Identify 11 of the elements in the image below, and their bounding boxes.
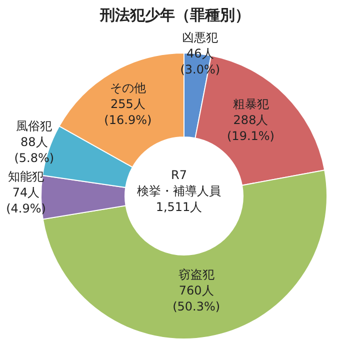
slice-label: 窃盗犯 xyxy=(178,268,214,282)
chart-title: 刑法犯少年（罪種別） xyxy=(98,6,251,25)
slice-label: 粗暴犯 xyxy=(232,96,269,111)
slice-label: 風俗犯 xyxy=(16,118,52,133)
text: R7 検挙・補導人員 1,511人 xyxy=(137,168,221,214)
data-label: 255人 (16.9%) xyxy=(104,96,152,127)
slice-label: 凶悪犯 xyxy=(182,30,218,45)
slice-label: 知能犯 xyxy=(8,169,44,184)
slice-label: その他 xyxy=(110,80,146,95)
data-label: 760人 (50.3%) xyxy=(172,284,220,314)
data-label: 288人 (19.1%) xyxy=(227,112,274,143)
